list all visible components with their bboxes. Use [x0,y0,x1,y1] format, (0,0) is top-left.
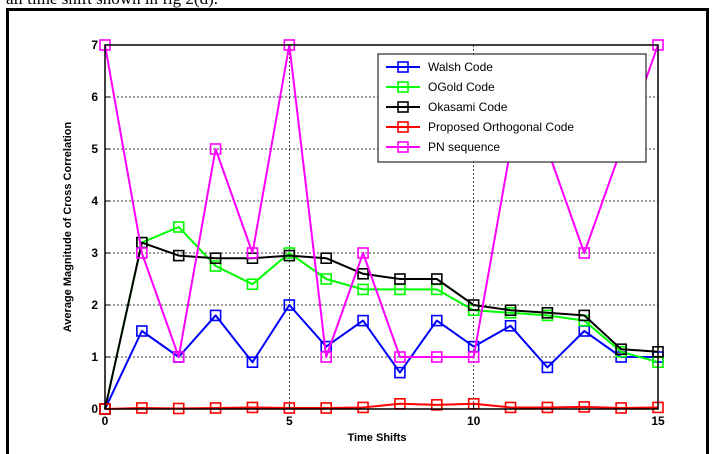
data-point [504,319,517,332]
data-point [541,306,554,319]
x-tick-label: 15 [651,414,665,428]
data-point [430,351,443,363]
data-point [246,278,259,291]
data-point [615,402,627,414]
data-point [209,260,222,272]
legend-marker [397,61,409,73]
legend-marker [397,101,409,113]
y-tick-label: 7 [91,38,98,52]
y-tick-label: 5 [91,142,98,156]
series-line [104,304,658,410]
data-point [357,267,369,280]
data-point [136,325,148,337]
series-ogold-code [99,221,664,415]
y-tick-label: 2 [91,298,98,312]
legend-box [377,53,647,163]
data-point [246,401,259,414]
data-point [283,249,296,262]
data-point [430,273,443,285]
data-point [430,314,443,327]
x-tick-label: 10 [467,414,481,428]
data-point [209,252,222,264]
legend-label: Proposed Orthogonal Code [428,120,574,134]
data-point [320,351,333,363]
data-point [504,304,517,317]
legend-label: PN sequence [428,140,500,154]
legend-marker [397,121,409,133]
axis-ticks: 0 5 10 15 0 1 2 3 4 5 6 7 [91,38,665,428]
data-point [467,351,480,363]
data-point [357,247,369,259]
y-tick-label: 6 [91,90,98,104]
legend-label: Okasami Code [428,100,508,114]
legend-marker [397,141,409,153]
data-point [541,401,554,414]
data-point [246,247,259,259]
data-point [320,273,333,285]
data-point [357,314,369,327]
data-point [172,249,185,262]
data-point [394,366,406,379]
data-point [136,402,148,414]
y-tick-label: 1 [91,350,98,364]
data-point [394,273,406,285]
data-point [283,402,296,414]
y-tick-label: 4 [91,194,98,208]
data-point [172,351,185,363]
legend-item-proposed-orthogonal-code: Proposed Orthogonal Code [386,120,574,134]
data-point [578,309,591,322]
data-point [246,356,259,369]
data-point [467,299,480,311]
data-point [357,401,369,414]
figure-frame [6,8,709,454]
x-tick-label: 0 [102,414,109,428]
y-axis-label: Average Magnitude of Cross Correlation [62,121,74,332]
legend-marker [397,81,409,93]
data-point [394,351,406,363]
legend-item-pn-sequence: PN sequence [386,140,500,154]
data-point [320,252,333,264]
x-axis-label: Time Shifts [347,432,406,444]
data-point [504,401,517,414]
data-point [541,361,554,374]
y-tick-label: 3 [91,246,98,260]
data-point [357,283,369,296]
x-tick-label: 5 [286,414,293,428]
y-tick-label: 0 [91,402,98,416]
series-line [104,226,659,410]
data-point [320,402,333,414]
legend: Walsh Code OGold Code Okasami Code Proposed… [377,53,647,163]
data-point [209,309,222,322]
data-point [615,343,627,356]
data-point [136,247,148,259]
data-point [430,399,443,411]
legend-item-walsh-code: Walsh Code [386,60,493,74]
data-point [578,247,591,259]
legend-item-okasami-code: Okasami Code [386,100,508,114]
data-point [209,402,222,414]
series-line [104,44,659,358]
series-line [104,402,659,410]
data-point [578,401,591,413]
legend-label: OGold Code [428,80,495,94]
data-point [209,143,222,155]
legend-item-ogold-code: OGold Code [386,80,495,94]
figure-caption: all time shift shown in fig 2(d). [6,0,706,9]
legend-label: Walsh Code [428,60,493,74]
data-point [283,299,296,311]
data-point [172,221,185,233]
plot-border [104,44,659,410]
